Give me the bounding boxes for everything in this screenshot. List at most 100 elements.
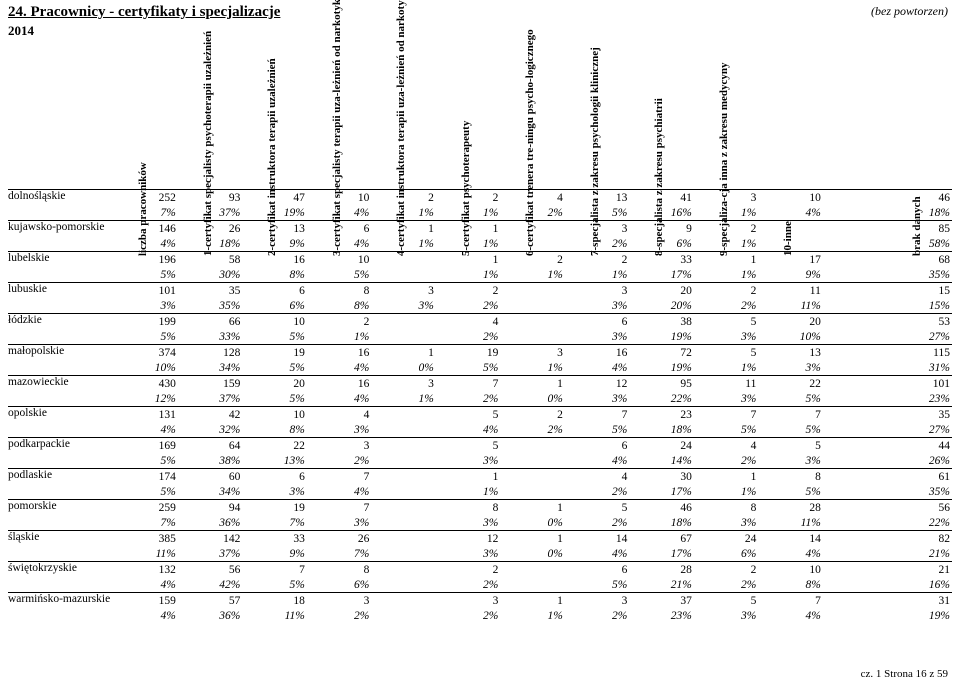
pct-cell: 1% xyxy=(694,360,759,376)
value-cell: 28 xyxy=(629,562,694,578)
region-cell: pomorskie xyxy=(8,500,113,531)
pct-cell: 8% xyxy=(758,577,823,593)
pct-cell: 2% xyxy=(565,608,630,623)
value-cell: 169 xyxy=(113,438,178,454)
value-cell: 35 xyxy=(178,283,243,299)
value-cell: 11 xyxy=(694,376,759,392)
value-cell xyxy=(500,562,565,578)
value-cell: 72 xyxy=(629,345,694,361)
value-cell: 12 xyxy=(565,376,630,392)
pct-cell xyxy=(371,453,436,469)
value-cell: 57 xyxy=(178,593,243,609)
pct-cell: 2% xyxy=(436,608,501,623)
value-cell: 5 xyxy=(694,345,759,361)
pct-cell: 9% xyxy=(242,546,307,562)
value-cell: 64 xyxy=(178,438,243,454)
value-cell: 4 xyxy=(694,438,759,454)
pct-cell: 27% xyxy=(887,422,952,438)
pct-cell: 3% xyxy=(113,298,178,314)
pct-cell: 35% xyxy=(887,267,952,283)
value-cell: 6 xyxy=(242,283,307,299)
value-cell: 22 xyxy=(758,376,823,392)
value-cell: 131 xyxy=(113,407,178,423)
value-cell xyxy=(371,562,436,578)
pct-cell xyxy=(500,298,565,314)
value-cell: 5 xyxy=(436,407,501,423)
pct-cell: 5% xyxy=(758,391,823,407)
col-header: 9-specjaliza-cja inna z zakresu medycyny xyxy=(694,39,759,190)
value-cell xyxy=(371,314,436,330)
region-cell: świętokrzyskie xyxy=(8,562,113,593)
pct-cell: 1% xyxy=(436,484,501,500)
value-cell: 6 xyxy=(565,314,630,330)
table-row: 4%32%8%3%4%2%5%18%5%5%27% xyxy=(8,422,952,438)
value-cell: 7 xyxy=(758,593,823,609)
pct-cell xyxy=(371,546,436,562)
year-label: 2014 xyxy=(8,23,952,39)
pct-cell xyxy=(371,577,436,593)
pct-cell: 30% xyxy=(178,267,243,283)
value-cell: 7 xyxy=(307,500,372,516)
pct-cell: 42% xyxy=(178,577,243,593)
pct-cell: 2% xyxy=(694,577,759,593)
value-cell: 1 xyxy=(500,500,565,516)
value-cell: 128 xyxy=(178,345,243,361)
table-row: 12%37%5%4%1%2%0%3%22%3%5%23% xyxy=(8,391,952,407)
table-row: 7%36%7%3%3%0%2%18%3%11%22% xyxy=(8,515,952,531)
pct-cell: 4% xyxy=(436,422,501,438)
pct-cell: 37% xyxy=(178,391,243,407)
value-cell: 259 xyxy=(113,500,178,516)
value-cell: 5 xyxy=(565,500,630,516)
table-row: 10%34%5%4%0%5%1%4%19%1%3%31% xyxy=(8,360,952,376)
value-cell: 7 xyxy=(694,407,759,423)
pct-cell: 17% xyxy=(629,267,694,283)
pct-cell: 1% xyxy=(565,267,630,283)
pct-cell: 4% xyxy=(565,360,630,376)
value-cell: 385 xyxy=(113,531,178,547)
pct-cell: 2% xyxy=(565,484,630,500)
pct-cell: 5% xyxy=(113,267,178,283)
pct-cell: 3% xyxy=(565,298,630,314)
pct-cell xyxy=(500,577,565,593)
value-cell: 1 xyxy=(500,531,565,547)
pct-cell: 3% xyxy=(436,515,501,531)
pct-cell: 1% xyxy=(371,391,436,407)
value-cell: 1 xyxy=(500,376,565,392)
value-cell: 1 xyxy=(371,345,436,361)
value-cell: 2 xyxy=(436,283,501,299)
value-cell: 6 xyxy=(242,469,307,485)
value-cell: 4 xyxy=(565,469,630,485)
value-cell: 18 xyxy=(242,593,307,609)
pct-cell: 3% xyxy=(694,329,759,345)
pct-cell: 2% xyxy=(694,298,759,314)
value-cell: 5 xyxy=(758,438,823,454)
value-cell: 10 xyxy=(758,562,823,578)
region-cell: dolnośląskie xyxy=(8,190,113,221)
value-cell: 3 xyxy=(565,283,630,299)
value-cell: 374 xyxy=(113,345,178,361)
pct-cell: 4% xyxy=(565,453,630,469)
value-cell: 3 xyxy=(436,593,501,609)
pct-cell: 11% xyxy=(758,298,823,314)
pct-cell xyxy=(500,453,565,469)
col-header: 7-specjalista z zakresu psychologii klin… xyxy=(565,39,630,190)
pct-cell: 23% xyxy=(629,608,694,623)
pct-cell: 18% xyxy=(629,515,694,531)
value-cell: 8 xyxy=(694,500,759,516)
value-cell: 174 xyxy=(113,469,178,485)
table-row: łódzkie19966102463852053 xyxy=(8,314,952,330)
value-cell: 199 xyxy=(113,314,178,330)
pct-cell: 31% xyxy=(887,360,952,376)
value-cell: 28 xyxy=(758,500,823,516)
pct-cell: 2% xyxy=(436,577,501,593)
value-cell: 2 xyxy=(694,562,759,578)
value-cell: 33 xyxy=(242,531,307,547)
table-row: warmińsko-mazurskie15957183313375731 xyxy=(8,593,952,609)
value-cell: 30 xyxy=(629,469,694,485)
pct-cell: 3% xyxy=(565,391,630,407)
col-header: 8-specjalista z zakresu psychiatrii xyxy=(629,39,694,190)
value-cell: 20 xyxy=(242,376,307,392)
pct-cell: 3% xyxy=(758,453,823,469)
table-row: świętokrzyskie1325678262821021 xyxy=(8,562,952,578)
table-row: 3%35%6%8%3%2%3%20%2%11%15% xyxy=(8,298,952,314)
